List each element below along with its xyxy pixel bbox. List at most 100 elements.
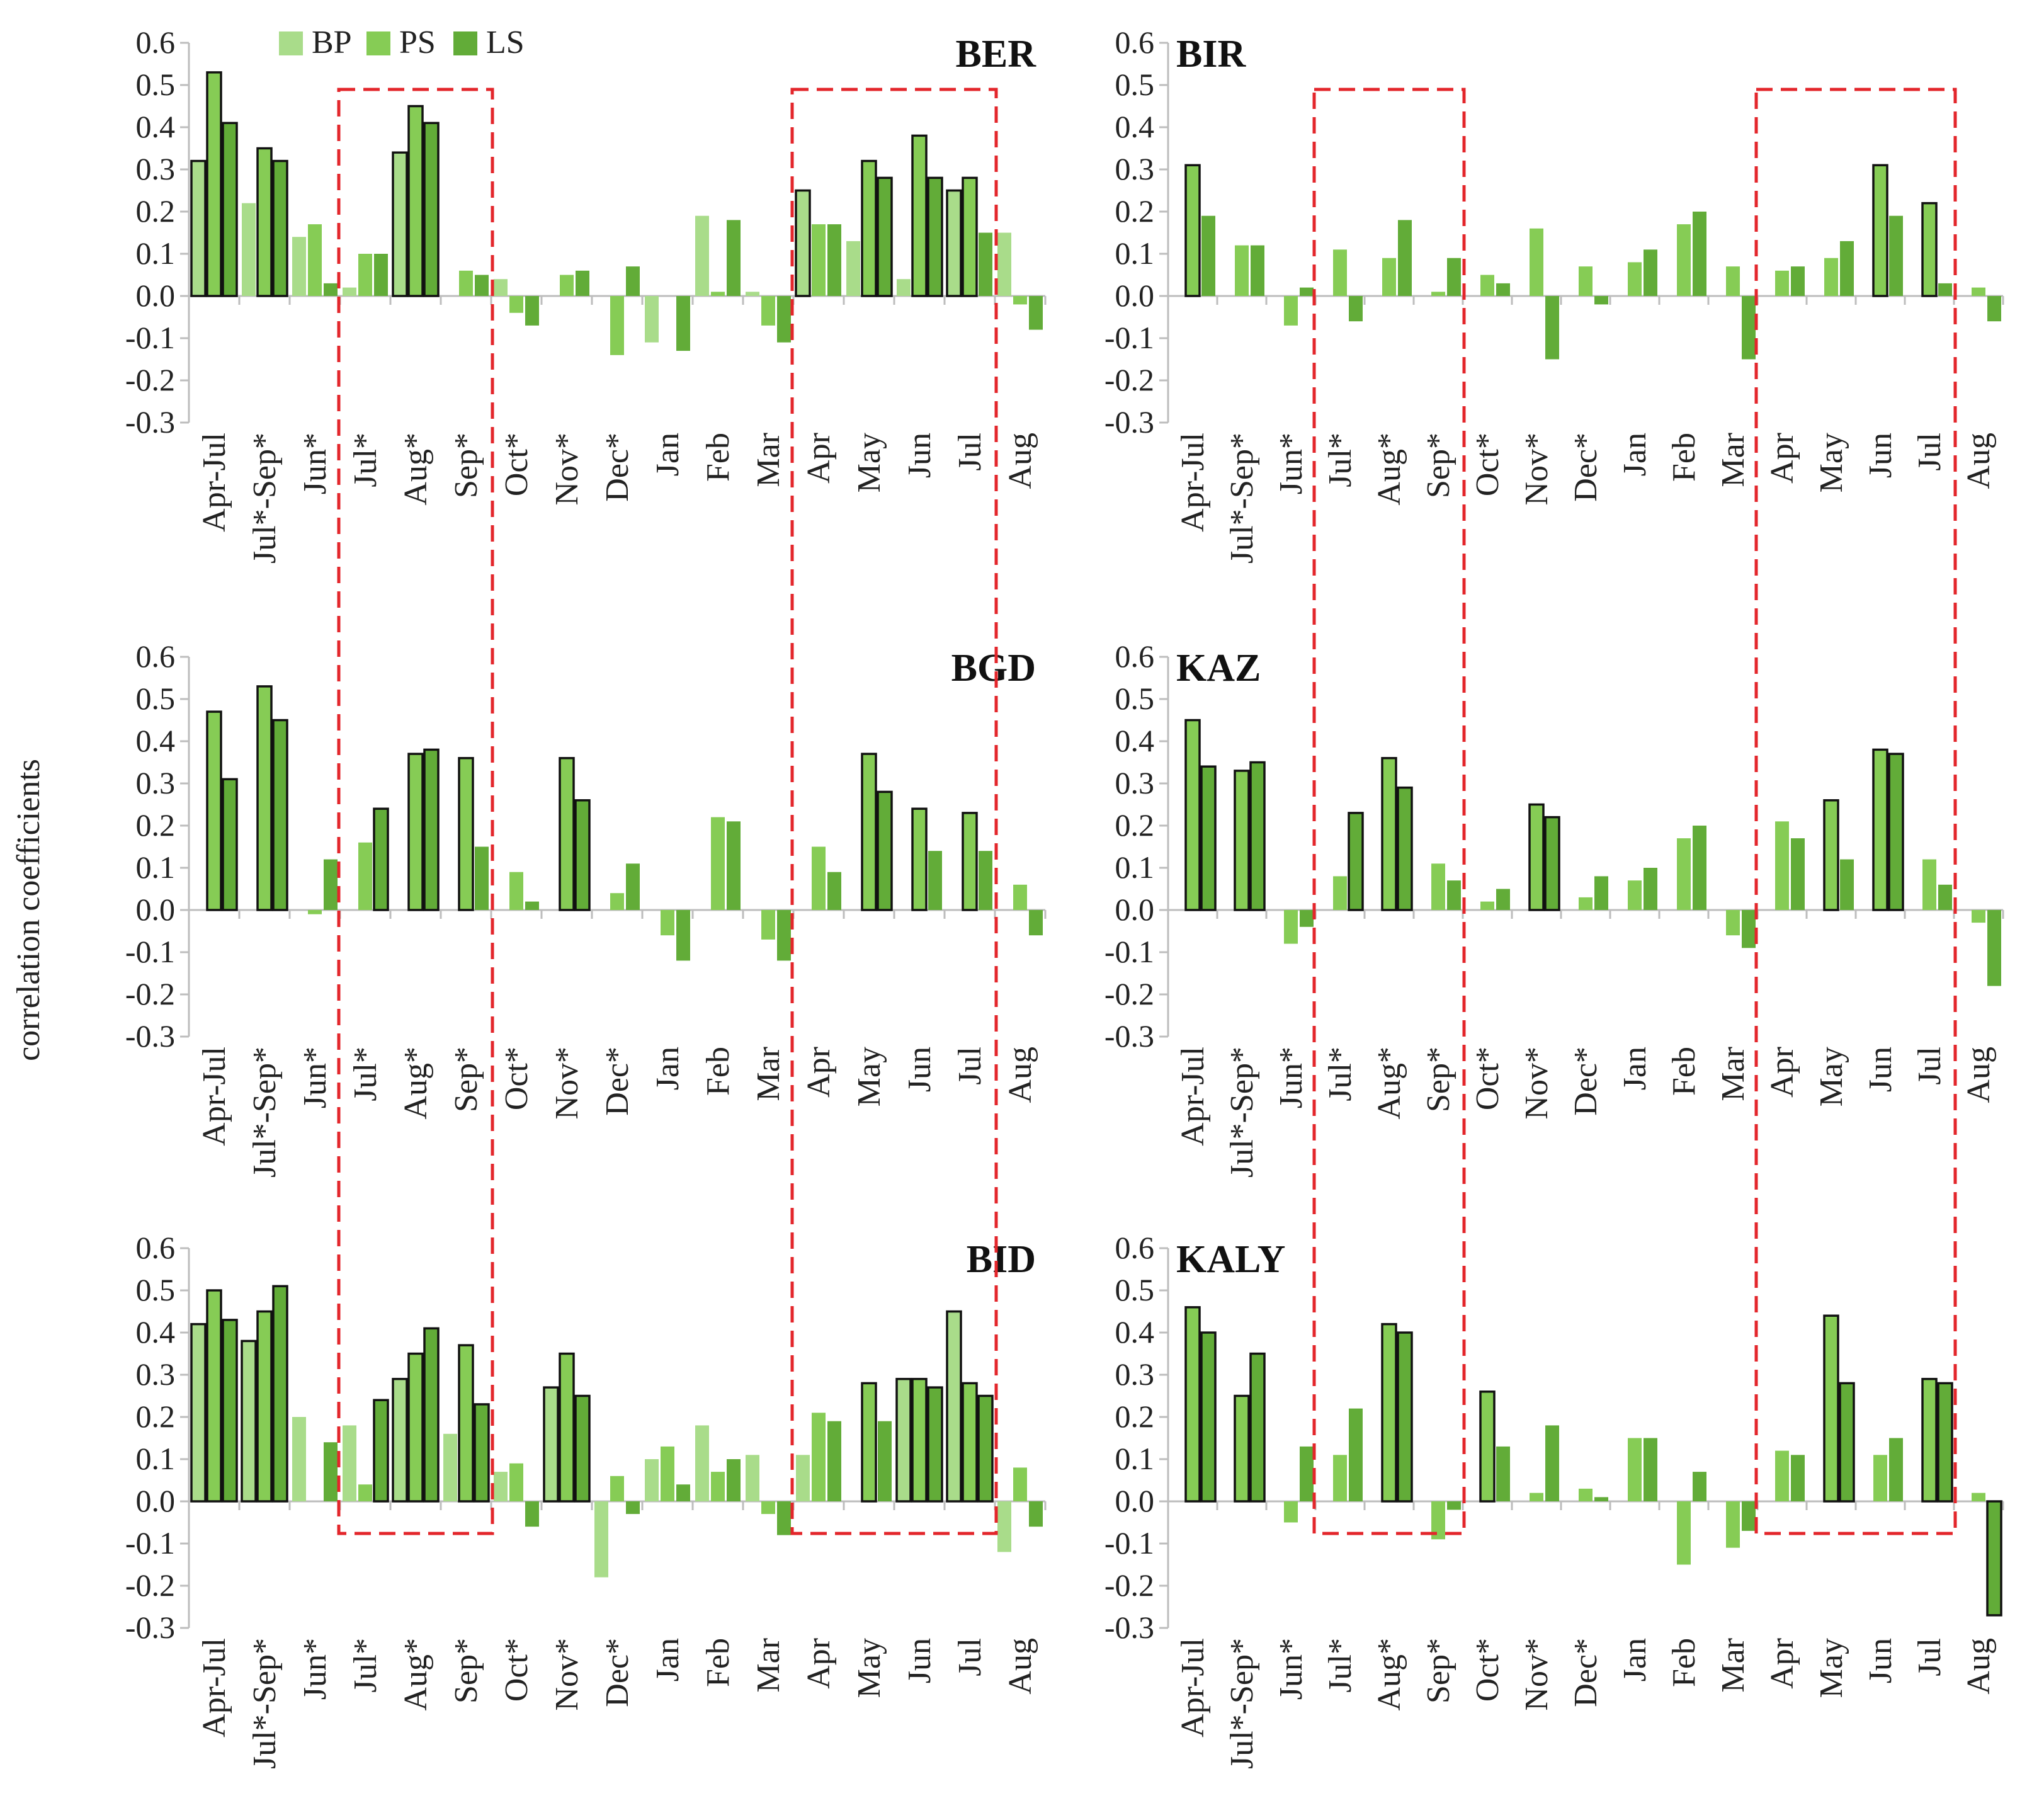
bar-ls-aug [1029, 296, 1043, 330]
bar-ps-apr [1775, 270, 1789, 296]
y-tick-label: 0.6 [1115, 25, 1155, 60]
y-tick-label: 0.2 [1115, 193, 1155, 229]
y-tick-label: 0.2 [136, 193, 176, 229]
x-tick-label: Jan [650, 433, 686, 476]
y-tick-label: -0.2 [125, 976, 175, 1011]
panel-bir: 0.6 0.5 0.4 0.3 0.2 0.1 0.0 -0.1 -0.2 -0.3 Apr-Jul… [1104, 25, 2004, 564]
y-tick-label: 0.1 [136, 236, 176, 271]
bar-ls-oct [525, 296, 539, 326]
bar-ls-jul-sep [1251, 245, 1264, 296]
bar-bp-nov [543, 1386, 559, 1503]
bar-ps-nov [1530, 228, 1543, 296]
bar-ps-aug [1013, 884, 1027, 910]
panel-title: KALY [1176, 1238, 1285, 1281]
legend-label-ls: LS [486, 25, 525, 60]
bar-bp-aug [997, 1501, 1011, 1552]
bar-ps-jan [1628, 1438, 1642, 1501]
bar-ps-jul [1921, 202, 1938, 297]
bar-ps-may [861, 1382, 877, 1503]
bar-bp-jul [343, 287, 356, 296]
x-tick-label: Jul*-Sep* [247, 433, 283, 564]
y-tick-label: 0.6 [136, 1230, 176, 1265]
bar-ps-may [861, 753, 877, 911]
x-tick-label: Dec* [599, 1047, 635, 1116]
bar-ls-jul-sep [272, 719, 288, 911]
x-tick-label: Apr [801, 1047, 837, 1098]
bar-ps-sep [1431, 863, 1445, 910]
bar-ls-apr-jul [1201, 215, 1215, 296]
y-tick-label: 0.5 [1115, 681, 1155, 716]
bar-ps-nov [560, 275, 574, 296]
bar-ps-mar [761, 910, 775, 940]
legend-label-ps: PS [399, 25, 436, 60]
bar-ps-may [861, 159, 877, 297]
bar-ls-jun [324, 283, 338, 296]
bar-ps-jun [911, 134, 928, 297]
bar-ls-aug [1986, 1500, 2002, 1617]
panel-title: BIR [1176, 33, 1246, 76]
y-tick-label: 0.4 [1115, 1314, 1155, 1350]
bar-ps-dec [1579, 1488, 1593, 1501]
x-tick-label: Sep* [1421, 433, 1456, 498]
bar-ls-apr [1791, 838, 1805, 910]
y-tick-label: 0.5 [1115, 67, 1155, 102]
bar-ps-feb [1677, 1501, 1691, 1565]
bar-ps-sep [458, 1344, 474, 1503]
panel-title: BID [967, 1238, 1036, 1281]
bar-ls-aug [1987, 910, 2001, 986]
y-tick-label: 0.5 [136, 1272, 176, 1307]
y-tick-label: 0.1 [136, 1441, 176, 1476]
x-tick-label: Dec* [1568, 433, 1604, 502]
x-tick-label: May [851, 1638, 887, 1698]
bar-ls-nov [574, 1394, 591, 1503]
bar-ps-oct [509, 1463, 523, 1501]
bar-bp-jul [946, 189, 962, 297]
y-tick-label: 0.0 [1115, 278, 1155, 313]
bar-ls-aug [423, 748, 440, 911]
bar-ls-dec [626, 863, 640, 910]
y-axis-label: correlation coefficients [11, 759, 47, 1061]
legend: BP PS LS [279, 25, 525, 60]
y-tick-label: 0.0 [136, 278, 176, 313]
x-tick-label: Nov* [1519, 1638, 1555, 1711]
bar-ls-sep [1447, 1501, 1461, 1510]
y-tick-label: 0.2 [136, 807, 176, 843]
x-tick-label: Jul [1912, 1047, 1948, 1085]
bar-bp-jul-sep [242, 203, 256, 296]
x-tick-label: Apr-Jul [1175, 1047, 1211, 1146]
bar-ls-jul [979, 851, 992, 910]
panel-title: BGD [951, 647, 1036, 690]
x-tick-label: Dec* [1568, 1638, 1604, 1707]
x-tick-label: Jun [1863, 433, 1899, 478]
bar-bp-aug [392, 1377, 408, 1503]
bar-ls-mar [777, 910, 791, 961]
bar-ls-aug [1029, 1501, 1043, 1527]
bar-ps-jun [1872, 164, 1888, 297]
bar-ps-may [1824, 258, 1838, 296]
bar-ps-jun [1873, 1455, 1887, 1501]
y-tick-label: 0.3 [1115, 151, 1155, 186]
x-tick-label: Jul*-Sep* [1224, 433, 1260, 564]
bar-ls-aug [423, 122, 440, 297]
panel-kaly: 0.6 0.5 0.4 0.3 0.2 0.1 0.0 -0.1 -0.2 -0.3 Apr-Jul… [1104, 1230, 2004, 1769]
bar-bp-aug [392, 151, 408, 297]
bar-ps-may [1823, 1314, 1839, 1503]
x-tick-label: Aug* [398, 1638, 434, 1711]
legend-swatch-ps [366, 31, 390, 55]
x-tick-label: Apr-Jul [196, 1047, 232, 1146]
bar-ps-oct [1479, 1391, 1496, 1503]
x-tick-label: Jul*-Sep* [247, 1638, 283, 1769]
x-tick-label: Jun [902, 1047, 938, 1092]
x-tick-label: Nov* [549, 433, 585, 506]
x-tick-label: Aug [1002, 1638, 1038, 1695]
bar-ps-dec [1579, 266, 1593, 296]
bar-ps-jul [1922, 859, 1936, 910]
y-tick-label: -0.1 [125, 1525, 175, 1561]
bar-ls-aug [1029, 910, 1043, 936]
x-tick-label: Jun* [1273, 1638, 1309, 1700]
y-tick-label: 0.2 [1115, 807, 1155, 843]
panel-bgd: 0.6 0.5 0.4 0.3 0.2 0.1 0.0 -0.1 -0.2 -0.3 Apr-Jul… [125, 639, 1047, 1178]
bar-ls-aug [423, 1327, 440, 1503]
bar-ls-dec [1594, 876, 1608, 910]
